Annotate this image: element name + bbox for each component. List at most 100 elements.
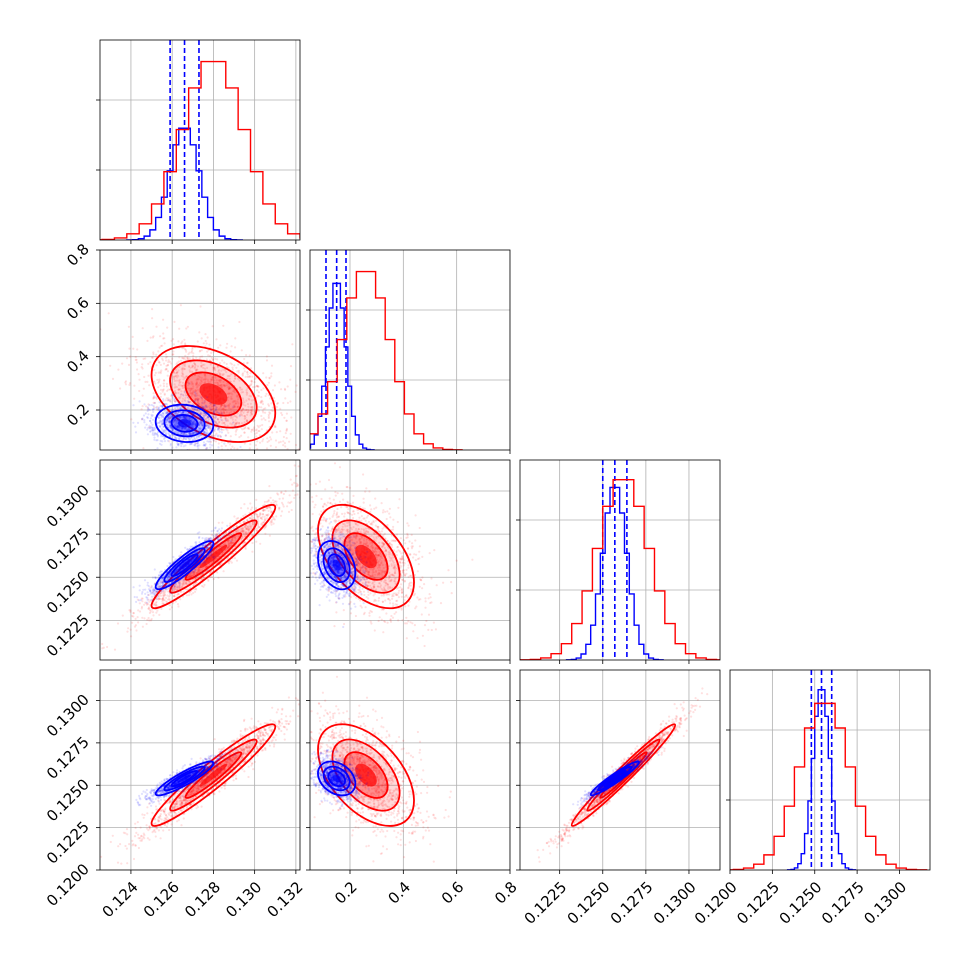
- sample-point: [140, 366, 143, 369]
- sample-point: [196, 394, 199, 397]
- sample-point: [138, 584, 141, 587]
- sample-point: [199, 378, 203, 381]
- sample-point: [214, 440, 218, 443]
- sample-point: [212, 404, 215, 407]
- sample-point: [234, 422, 238, 426]
- sample-point: [297, 465, 300, 468]
- sample-point: [156, 447, 159, 450]
- sample-point: [234, 528, 237, 531]
- sample-point: [178, 427, 181, 430]
- sample-point: [202, 414, 206, 417]
- sample-point: [226, 405, 229, 408]
- sample-point: [155, 432, 158, 435]
- sample-point: [171, 446, 174, 449]
- sample-point: [225, 411, 228, 414]
- sample-point: [141, 363, 144, 366]
- sample-point: [181, 411, 184, 415]
- sample-point: [191, 438, 194, 441]
- sample-point: [192, 365, 195, 368]
- sample-point: [252, 513, 256, 516]
- sample-point: [225, 362, 228, 366]
- sample-point: [166, 417, 169, 420]
- sample-point: [175, 424, 178, 427]
- sample-point: [263, 517, 267, 520]
- sample-point: [265, 392, 268, 395]
- sample-point: [162, 362, 166, 365]
- sample-point: [233, 423, 236, 426]
- sample-point: [189, 426, 192, 429]
- sample-point: [202, 433, 205, 436]
- sample-point: [198, 444, 201, 447]
- sample-point: [205, 428, 208, 431]
- sample-point: [182, 590, 185, 593]
- sample-point: [169, 435, 172, 438]
- sample-point: [202, 434, 205, 437]
- sample-point: [175, 417, 178, 420]
- sample-point: [261, 440, 264, 443]
- sample-point: [128, 383, 131, 386]
- sample-point: [238, 379, 241, 382]
- sample-point: [169, 426, 173, 429]
- sample-point: [251, 407, 254, 410]
- sample-point: [184, 433, 188, 436]
- sample-point: [189, 436, 192, 439]
- sample-point: [222, 408, 225, 411]
- sample-point: [247, 405, 250, 408]
- sample-point: [129, 610, 132, 614]
- sample-point: [271, 431, 274, 434]
- sample-point: [211, 376, 214, 379]
- sample-point: [227, 562, 231, 565]
- sample-point: [281, 497, 285, 500]
- sample-point: [265, 376, 268, 379]
- sample-point: [191, 432, 194, 435]
- sample-point: [191, 422, 194, 425]
- sample-point: [203, 444, 206, 447]
- sample-point: [183, 580, 186, 583]
- sample-point: [174, 389, 177, 393]
- sample-point: [255, 529, 258, 532]
- sample-point: [216, 435, 220, 438]
- sample-point: [201, 406, 205, 409]
- sample-point: [212, 407, 216, 410]
- sample-point: [235, 422, 238, 425]
- sample-point: [212, 577, 215, 581]
- sample-point: [241, 428, 244, 431]
- sample-point: [197, 435, 200, 439]
- sample-point: [241, 414, 244, 417]
- sample-point: [228, 377, 231, 380]
- sample-point: [285, 419, 288, 422]
- sample-point: [258, 513, 262, 516]
- sample-point: [240, 409, 243, 412]
- sample-point: [180, 368, 183, 371]
- sample-point: [227, 392, 230, 395]
- sample-point: [180, 393, 183, 396]
- sample-point: [166, 370, 170, 373]
- sample-point: [227, 392, 230, 395]
- sample-point: [204, 367, 207, 370]
- sample-point: [161, 404, 164, 407]
- sample-point: [201, 537, 204, 540]
- sample-point: [205, 421, 208, 424]
- sample-point: [229, 417, 232, 420]
- sample-point: [223, 442, 226, 445]
- sample-point: [168, 440, 171, 443]
- sample-point: [297, 448, 300, 450]
- sample-point: [239, 409, 242, 412]
- sample-point: [250, 455, 252, 457]
- sample-point: [189, 425, 192, 428]
- sample-point: [268, 454, 270, 456]
- sample-point: [217, 576, 220, 579]
- sample-point: [205, 432, 208, 435]
- sample-point: [167, 590, 170, 593]
- sample-point: [193, 577, 196, 581]
- sample-point: [234, 399, 237, 402]
- sample-point: [160, 344, 163, 348]
- sample-point: [182, 363, 185, 366]
- sample-point: [186, 407, 189, 410]
- sample-point: [206, 378, 209, 381]
- sample-point: [283, 416, 286, 419]
- sample-point: [187, 365, 191, 368]
- sample-point: [162, 429, 165, 432]
- sample-point: [288, 494, 291, 497]
- sample-point: [168, 434, 171, 437]
